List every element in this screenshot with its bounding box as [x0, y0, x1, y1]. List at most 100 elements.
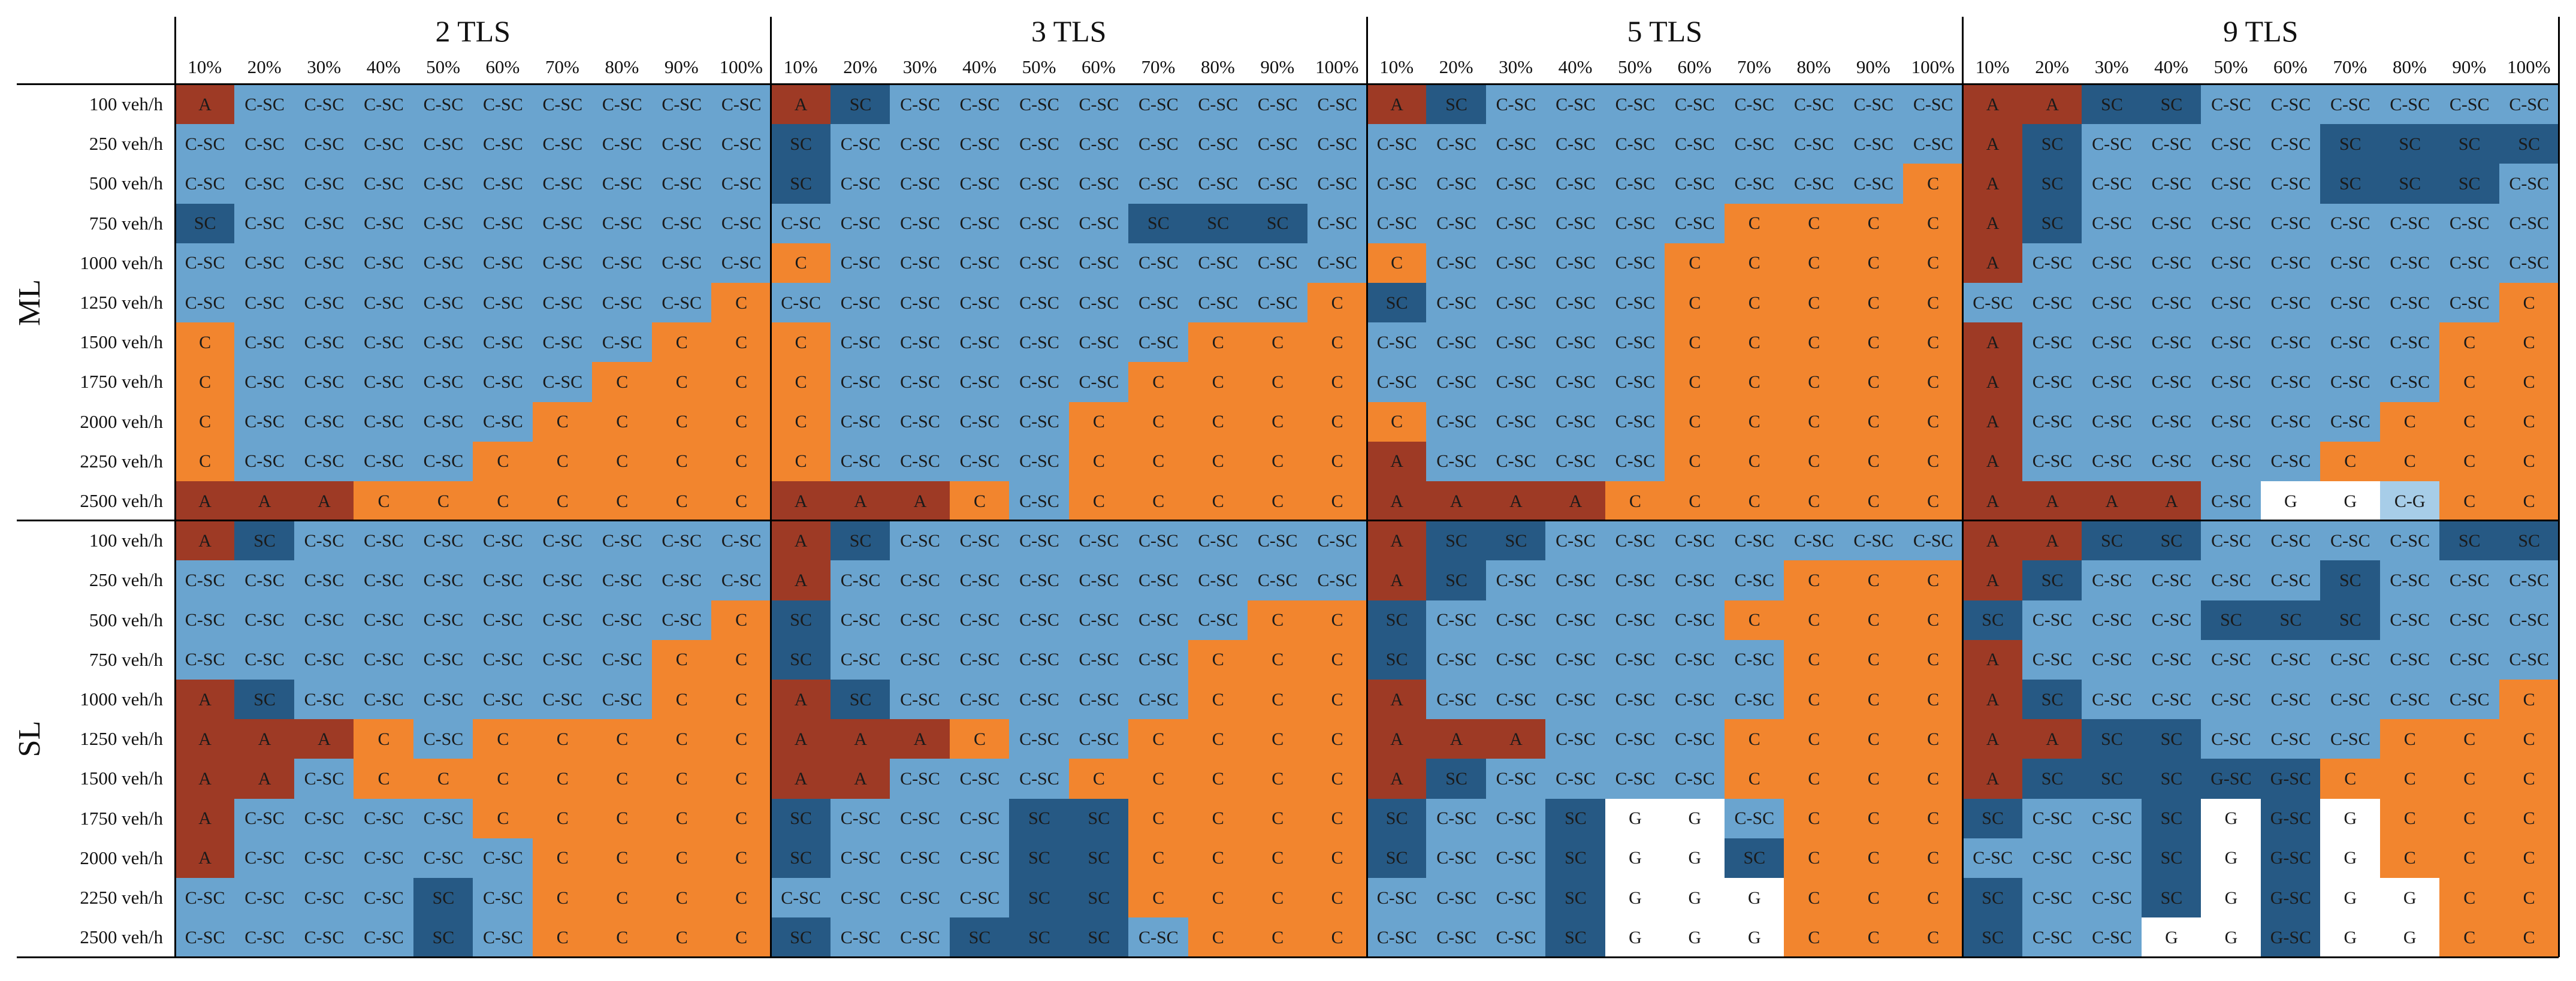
heatmap-cell: C-SC	[1724, 680, 1784, 720]
heatmap-cell: SC	[2082, 84, 2142, 125]
heatmap-cell: C-SC	[949, 322, 1010, 363]
heatmap-cell: C	[1128, 362, 1189, 403]
heatmap-cell: C-SC	[2320, 243, 2381, 283]
heatmap-cell: C-SC	[2141, 441, 2202, 482]
heatmap-cell: C-SC	[2379, 639, 2440, 680]
heatmap-cell: C	[711, 362, 772, 403]
heatmap-cell: C	[1843, 917, 1904, 958]
heatmap-cell: SC	[1367, 798, 1427, 839]
heatmap-cell: C-SC	[1545, 521, 1606, 562]
heatmap-cell: C	[651, 798, 712, 839]
heatmap-cell: C	[1784, 322, 1844, 363]
heatmap-cell: C	[2499, 838, 2559, 879]
heatmap-cell: C-SC	[473, 680, 533, 720]
heatmap-cell: C-SC	[234, 838, 295, 879]
heatmap-cell: G	[2379, 878, 2440, 918]
heatmap-cell: SC	[771, 124, 831, 165]
heatmap-cell: C-SC	[1009, 124, 1070, 165]
heatmap-cell: C	[651, 838, 712, 879]
heatmap-cell: C-SC	[1665, 719, 1725, 760]
heatmap-cell: G-SC	[2260, 759, 2321, 799]
heatmap-cell: C-SC	[1962, 838, 2023, 879]
heatmap-cell: C	[473, 481, 533, 521]
heatmap-cell: C	[1843, 838, 1904, 879]
heatmap-cell: C	[651, 481, 712, 521]
heatmap-cell: C	[532, 759, 593, 799]
heatmap-cell: A	[1962, 124, 2023, 165]
heatmap-cell: C-SC	[949, 283, 1010, 323]
heatmap-cell: C	[1128, 838, 1189, 879]
heatmap-cell: SC	[1009, 917, 1070, 958]
heatmap-cell: SC	[771, 600, 831, 641]
heatmap-cell: C-SC	[949, 838, 1010, 879]
heatmap-cell: C-SC	[2499, 84, 2559, 125]
heatmap-cell: A	[1426, 719, 1487, 760]
percentage-header: 90%	[1260, 56, 1295, 77]
heatmap-cell: C-SC	[354, 84, 414, 125]
heatmap-cell: C-SC	[651, 164, 712, 204]
heatmap-cell: C-SC	[890, 402, 950, 442]
heatmap-cell: A	[1962, 719, 2023, 760]
heatmap-cell: C-SC	[473, 164, 533, 204]
heatmap-cell: C-SC	[473, 283, 533, 323]
heatmap-cell: A	[1545, 481, 1606, 521]
heatmap-cell: G	[2201, 917, 2261, 958]
section-label: ML	[13, 279, 47, 327]
heatmap-cell: C-SC	[949, 362, 1010, 403]
heatmap-cell: C-SC	[711, 521, 772, 562]
heatmap-cell: C	[1903, 917, 1964, 958]
percentage-header: 80%	[2392, 56, 2427, 77]
heatmap-cell: C	[592, 838, 653, 879]
row-label: 1250 veh/h	[80, 292, 163, 313]
heatmap-cell: C-SC	[1485, 798, 1547, 839]
heatmap-cell: C-SC	[1545, 164, 1606, 204]
heatmap-cell: A	[1962, 481, 2023, 521]
heatmap-cell: C-SC	[890, 84, 950, 125]
heatmap-cell: C-SC	[1605, 560, 1666, 601]
heatmap-cell: C	[1903, 878, 1964, 918]
heatmap-cell: C-SC	[1665, 560, 1725, 601]
heatmap-cell: C-SC	[890, 283, 950, 323]
heatmap-cell: C	[771, 402, 831, 442]
heatmap-cell: SC	[1068, 878, 1129, 918]
heatmap-cell: C-SC	[651, 560, 712, 601]
heatmap-cell: C-SC	[2260, 402, 2321, 442]
heatmap-cell: C-SC	[294, 680, 355, 720]
heatmap-cell: SC	[2320, 600, 2381, 641]
heatmap-cell: C-SC	[2260, 243, 2321, 283]
row-label: 1000 veh/h	[80, 689, 163, 710]
heatmap-cell: C	[1724, 441, 1784, 482]
heatmap-cell: C-SC	[1665, 521, 1725, 562]
percentage-header: 70%	[2333, 56, 2367, 77]
heatmap-cell: G	[1665, 917, 1725, 958]
heatmap-cell: C-SC	[711, 164, 772, 204]
heatmap-cell: C-SC	[2439, 283, 2500, 323]
heatmap-cell: C	[1843, 283, 1904, 323]
heatmap-cell: C-SC	[1009, 759, 1070, 799]
heatmap-cell: SC	[771, 639, 831, 680]
heatmap-cell: C	[2320, 759, 2381, 799]
heatmap-cell: C-SC	[2201, 243, 2261, 283]
heatmap-cell: A	[830, 481, 891, 521]
heatmap-cell: C	[1248, 680, 1308, 720]
heatmap-cell: C	[1188, 719, 1248, 760]
heatmap-cell: SC	[1367, 600, 1427, 641]
heatmap-cell: C	[711, 838, 772, 879]
heatmap-cell: A	[175, 521, 235, 562]
heatmap-cell: C-SC	[354, 680, 414, 720]
heatmap-cell: C	[1903, 560, 1964, 601]
heatmap-cell: A	[1962, 441, 2023, 482]
heatmap-cell: G	[1665, 878, 1725, 918]
heatmap-cell: C-SC	[2201, 124, 2261, 165]
heatmap-cell: C-SC	[592, 322, 653, 363]
heatmap-cell: C-SC	[2320, 639, 2381, 680]
heatmap-cell: C	[1903, 639, 1964, 680]
heatmap-cell: C	[1307, 402, 1367, 442]
heatmap-cell: G	[1724, 878, 1784, 918]
heatmap-cell: C-SC	[830, 322, 891, 363]
heatmap-cell: C	[1784, 560, 1844, 601]
heatmap-cell: C-SC	[1426, 878, 1487, 918]
heatmap-cell: C-SC	[1724, 164, 1784, 204]
heatmap-cell: C	[2499, 402, 2559, 442]
heatmap-cell: C-SC	[1426, 164, 1487, 204]
